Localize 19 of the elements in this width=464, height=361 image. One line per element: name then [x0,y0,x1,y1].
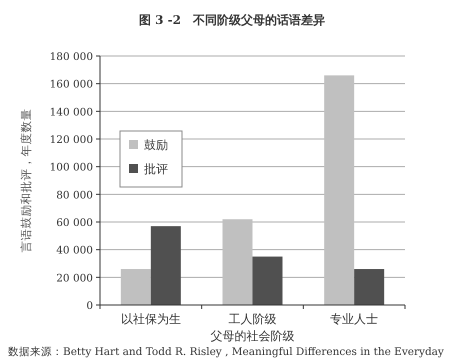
y-tick-label: 20 000 [56,272,93,284]
y-tick-label: 120 000 [50,134,93,146]
x-axis-title: 父母的社会阶级 [210,329,294,343]
y-axis-title: 言语鼓励和批评，年度数量 [19,108,33,252]
x-tick-label: 以社保为生 [120,312,181,326]
x-tick-label: 工人阶级 [228,312,276,326]
y-tick-label: 100 000 [50,162,93,174]
legend-label: 批评 [144,162,168,176]
y-tick-label: 180 000 [50,51,93,63]
y-tick-label: 60 000 [56,217,93,229]
chart-title: 图 3 -2 不同阶级父母的话语差异 [138,13,326,27]
source-note: 数据来源：Betty Hart and Todd R. Risley , Meaningful Differences in the Everyday [8,345,444,358]
legend-label: 鼓励 [144,138,168,152]
y-tick-label: 0 [86,300,93,312]
x-tick-label: 专业人士 [330,312,378,326]
y-tick-label: 80 000 [56,189,93,202]
y-tick-label: 140 000 [50,106,93,118]
y-tick-label: 40 000 [56,244,93,257]
y-tick-label: 160 000 [50,78,93,91]
